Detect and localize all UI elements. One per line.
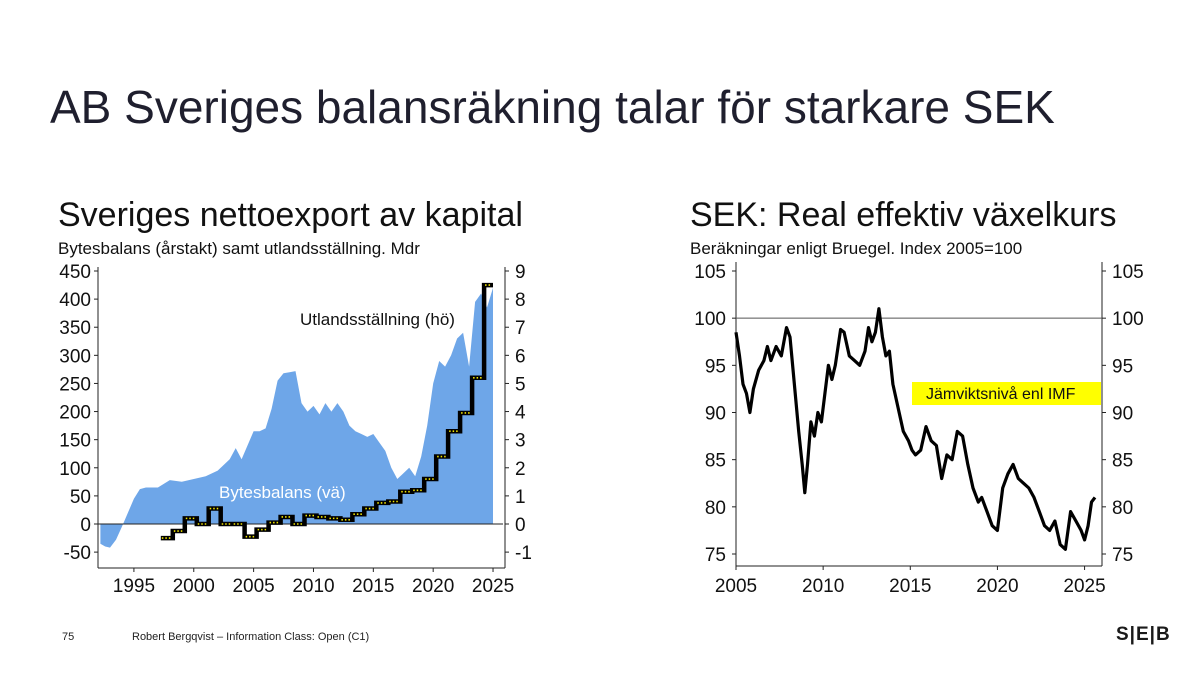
right-y-tick-label: 90 <box>1112 404 1133 425</box>
x-tick-label: 2005 <box>232 576 274 597</box>
bytesbalans-area <box>100 287 494 548</box>
left-y-tick-label: 400 <box>59 290 91 311</box>
utlandsstallning-line <box>160 282 493 541</box>
page-number: 75 <box>62 631 75 643</box>
right-y-tick-label: 85 <box>1112 451 1133 472</box>
left-y-tick-label: 80 <box>705 498 726 519</box>
right-chart-subtitle: Beräkningar enligt Bruegel. Index 2005=1… <box>690 239 1023 258</box>
imf-label-box <box>912 382 1101 405</box>
x-tick-label: 2015 <box>352 576 394 597</box>
x-tick-label: 2020 <box>412 576 454 597</box>
left-y-tick-label: 90 <box>705 404 726 425</box>
bytesbalans-label: Bytesbalans (vä) <box>219 483 346 502</box>
left-y-tick-label: -50 <box>64 543 91 564</box>
left-y-tick-label: 300 <box>59 346 91 367</box>
x-tick-label: 2000 <box>173 576 215 597</box>
right-y-tick-label: 100 <box>1112 309 1144 330</box>
left-y-tick-label: 150 <box>59 431 91 452</box>
left-y-tick-label: 75 <box>705 545 726 566</box>
right-y-tick-label: 0 <box>515 515 526 536</box>
right-y-tick-label: 75 <box>1112 545 1133 566</box>
right-y-tick-label: 8 <box>515 290 526 311</box>
left-chart-title: Sveriges nettoexport av kapital <box>58 196 523 234</box>
footer-author: Robert Bergqvist – Information Class: Op… <box>132 631 370 643</box>
left-y-tick-label: 95 <box>705 356 726 377</box>
left-y-tick-label: 250 <box>59 374 91 395</box>
x-tick-label: 2025 <box>1063 576 1105 597</box>
sek-reer-line <box>734 307 1097 551</box>
x-tick-label: 2010 <box>292 576 334 597</box>
right-y-tick-label: 80 <box>1112 498 1133 519</box>
left-y-tick-label: 0 <box>80 515 91 536</box>
right-y-tick-label: 1 <box>515 487 526 508</box>
utlandsstallning-label: Utlandsställning (hö) <box>300 310 455 329</box>
right-y-tick-label: 95 <box>1112 356 1133 377</box>
x-tick-label: 2020 <box>976 576 1018 597</box>
left-y-tick-label: 450 <box>59 262 91 283</box>
right-y-tick-label: 4 <box>515 403 526 424</box>
right-chart-title: SEK: Real effektiv växelkurs <box>690 196 1117 234</box>
x-tick-label: 2025 <box>472 576 514 597</box>
x-tick-label: 2015 <box>889 576 931 597</box>
left-y-tick-label: 350 <box>59 318 91 339</box>
left-y-tick-label: 100 <box>694 309 726 330</box>
right-y-tick-label: 105 <box>1112 262 1144 283</box>
x-tick-label: 2005 <box>715 576 757 597</box>
right-y-tick-label: -1 <box>515 543 532 564</box>
right-y-tick-label: 3 <box>515 431 526 452</box>
imf-label: Jämviktsnivå enl IMF <box>926 385 1076 403</box>
right-y-tick-label: 9 <box>515 262 526 283</box>
left-y-tick-label: 200 <box>59 403 91 424</box>
left-y-tick-label: 100 <box>59 459 91 480</box>
seb-logo: S|E|B <box>1116 624 1171 645</box>
x-tick-label: 2010 <box>802 576 844 597</box>
right-y-tick-label: 2 <box>515 459 526 480</box>
right-y-tick-label: 7 <box>515 318 526 339</box>
slide-title: AB Sveriges balansräkning talar för star… <box>50 81 1055 133</box>
right-y-tick-label: 5 <box>515 374 526 395</box>
left-y-tick-label: 50 <box>70 487 91 508</box>
x-tick-label: 1995 <box>113 576 155 597</box>
left-y-tick-label: 105 <box>694 262 726 283</box>
left-y-tick-label: 85 <box>705 451 726 472</box>
right-y-tick-label: 6 <box>515 346 526 367</box>
left-chart-subtitle: Bytesbalans (årstakt) samt utlandsställn… <box>58 239 420 258</box>
